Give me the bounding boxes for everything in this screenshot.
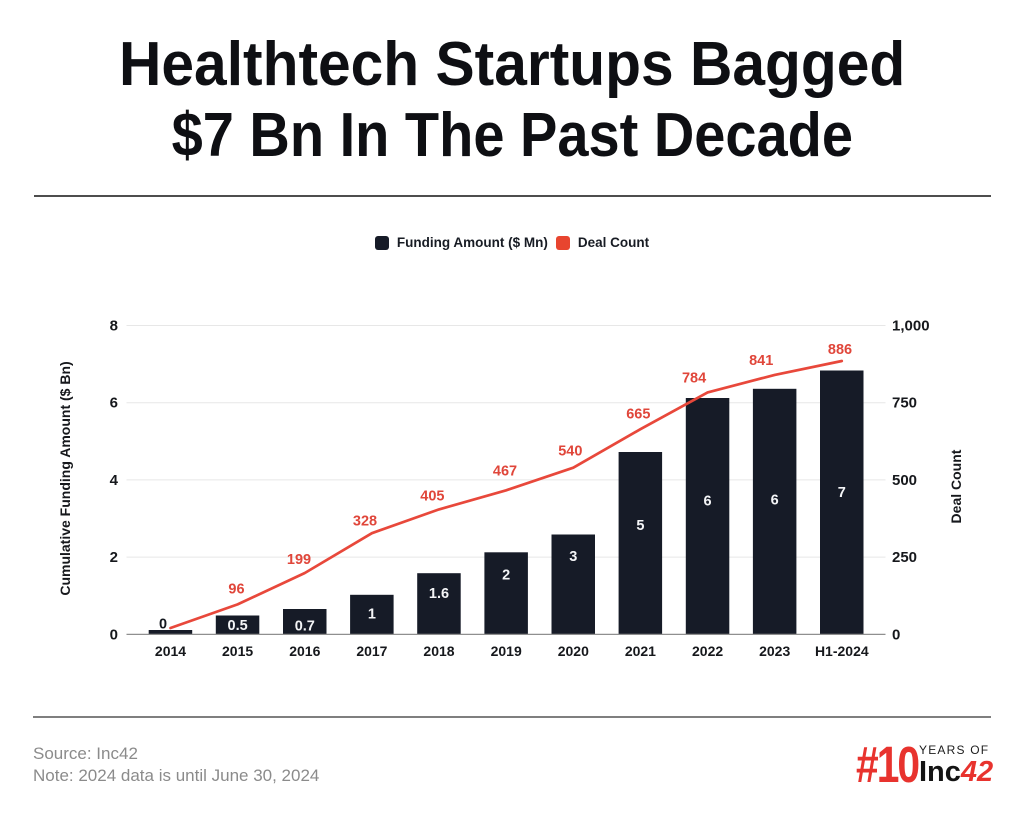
svg-text:1: 1 xyxy=(368,607,376,623)
svg-text:0: 0 xyxy=(110,626,118,643)
svg-text:665: 665 xyxy=(626,407,650,423)
svg-text:6: 6 xyxy=(704,493,712,509)
svg-text:2015: 2015 xyxy=(222,643,253,659)
svg-text:0.5: 0.5 xyxy=(228,618,248,634)
svg-text:199: 199 xyxy=(287,552,311,568)
svg-text:750: 750 xyxy=(892,395,917,412)
svg-text:96: 96 xyxy=(228,582,244,598)
svg-text:3: 3 xyxy=(569,549,577,565)
svg-text:7: 7 xyxy=(838,485,846,501)
svg-text:2023: 2023 xyxy=(759,643,790,659)
svg-text:2018: 2018 xyxy=(423,643,454,659)
svg-text:540: 540 xyxy=(558,443,582,459)
svg-text:886: 886 xyxy=(828,342,852,358)
svg-text:0: 0 xyxy=(159,616,167,632)
svg-text:6: 6 xyxy=(771,493,779,509)
svg-text:784: 784 xyxy=(682,370,706,386)
svg-text:2021: 2021 xyxy=(625,643,656,659)
svg-text:2016: 2016 xyxy=(289,643,320,659)
svg-text:500: 500 xyxy=(892,472,917,489)
svg-text:1,000: 1,000 xyxy=(892,318,930,335)
svg-text:6: 6 xyxy=(110,395,118,412)
svg-text:405: 405 xyxy=(420,489,444,505)
svg-text:2: 2 xyxy=(110,549,118,566)
svg-text:5: 5 xyxy=(636,518,644,534)
svg-text:8: 8 xyxy=(110,318,118,335)
svg-text:2022: 2022 xyxy=(692,643,723,659)
svg-text:841: 841 xyxy=(749,353,773,369)
svg-text:H1-2024: H1-2024 xyxy=(815,643,869,659)
svg-text:2017: 2017 xyxy=(356,643,387,659)
svg-text:Deal Count: Deal Count xyxy=(948,449,964,523)
svg-text:328: 328 xyxy=(353,514,377,530)
svg-text:0.7: 0.7 xyxy=(295,619,315,635)
svg-text:4: 4 xyxy=(110,472,119,489)
svg-text:467: 467 xyxy=(493,464,517,480)
svg-text:250: 250 xyxy=(892,549,917,566)
svg-text:2019: 2019 xyxy=(491,643,522,659)
svg-text:Cumulative Funding Amount ($ B: Cumulative Funding Amount ($ Bn) xyxy=(57,361,73,595)
svg-text:2: 2 xyxy=(502,568,510,584)
svg-text:2020: 2020 xyxy=(558,643,589,659)
svg-text:0: 0 xyxy=(892,626,900,643)
svg-text:1.6: 1.6 xyxy=(429,586,449,602)
svg-text:2014: 2014 xyxy=(155,643,186,659)
